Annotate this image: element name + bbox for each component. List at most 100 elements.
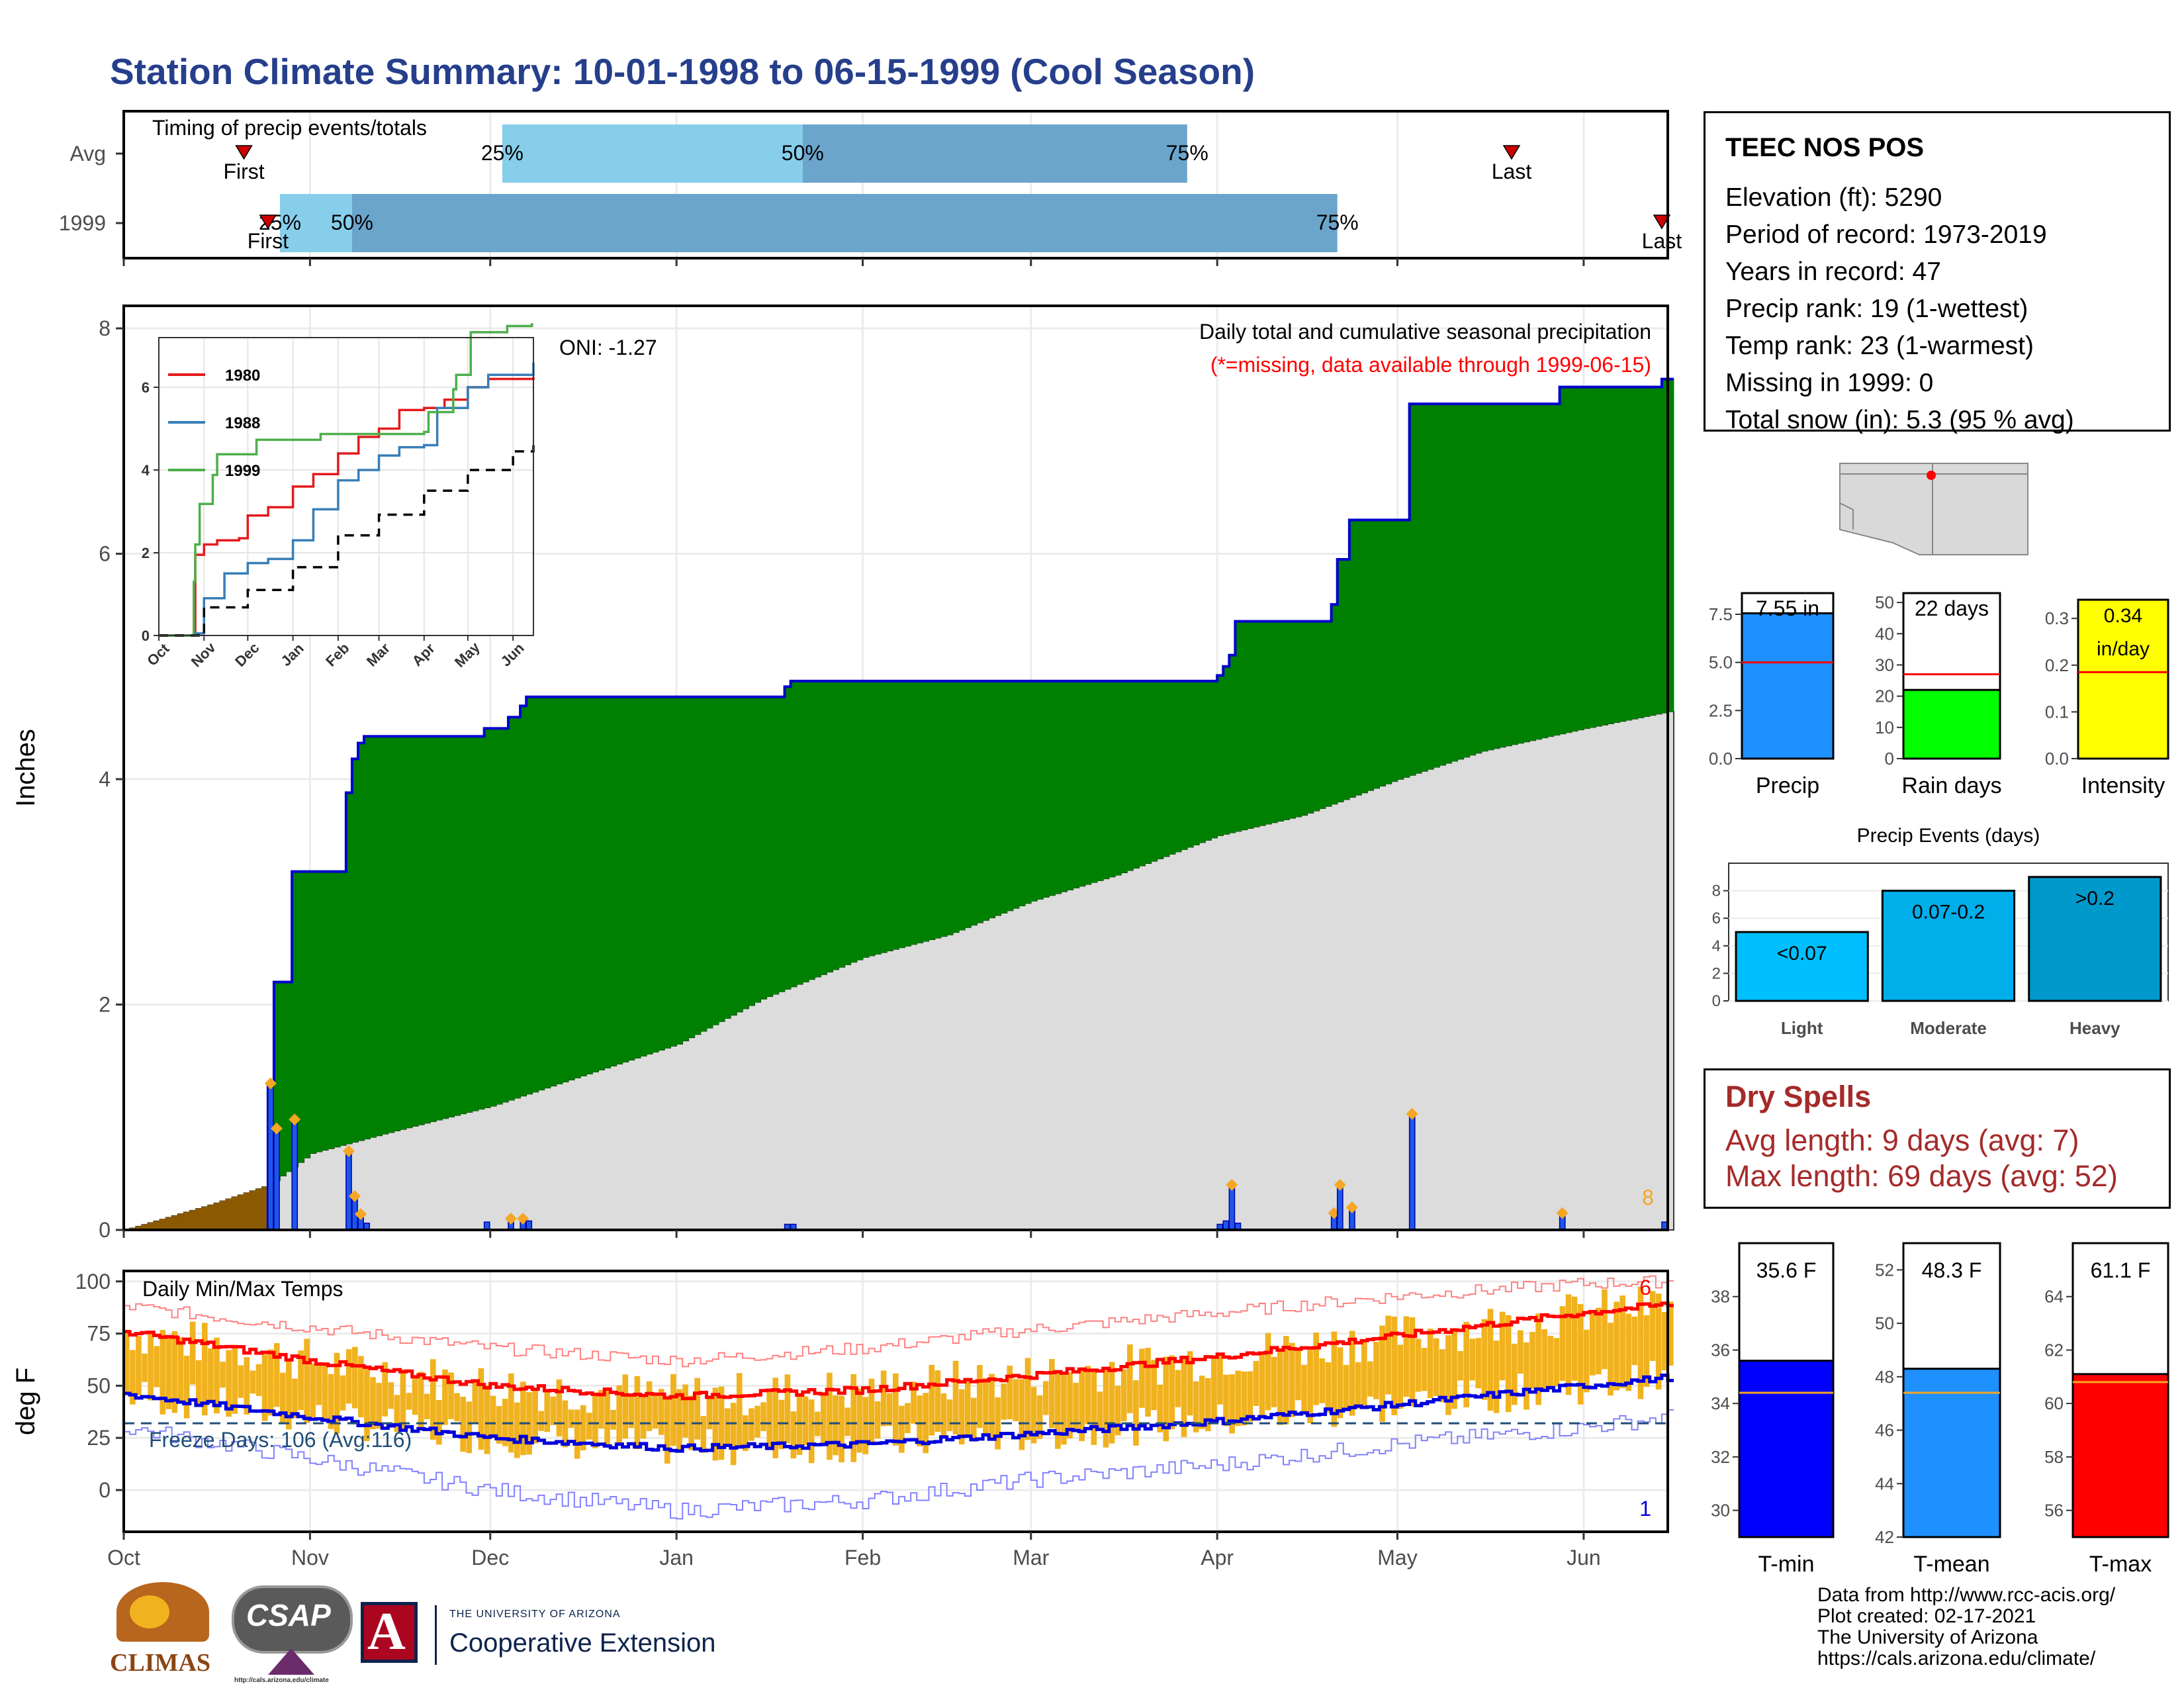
station-detail-line: Precip rank: 19 (1-wettest) — [1725, 295, 2028, 323]
daily-temp-bar — [1013, 1379, 1019, 1421]
daily-temp-bar — [1157, 1384, 1163, 1432]
daily-temp-bar — [1319, 1358, 1326, 1403]
daily-temp-bar — [261, 1354, 268, 1421]
events-bar-label: >0.2 — [2075, 888, 2115, 910]
daily-temp-bar — [1565, 1294, 1572, 1395]
daily-temp-bar — [652, 1392, 659, 1429]
daily-temp-bar — [538, 1411, 544, 1431]
daily-temp-bar — [1643, 1315, 1650, 1387]
temps-frame — [122, 1270, 1669, 1533]
dry-spells-avg: Avg length: 9 days (avg: 7) — [1725, 1123, 2079, 1157]
daily-precip-bar — [1408, 1113, 1416, 1231]
mini-bar-category: T-mean — [1913, 1552, 1989, 1577]
mini-bar-ytick-label: 44 — [1875, 1474, 1894, 1493]
daily-temp-bar — [1007, 1366, 1013, 1420]
daily-temp-bar — [1475, 1338, 1482, 1389]
daily-temp-bar — [808, 1399, 815, 1464]
precip-events-panel: Precip Events (days) 0 2 4 6 8 <0.07 Light 0.07-… — [1712, 825, 2169, 1038]
daily-temp-bar — [1493, 1340, 1500, 1413]
station-detail-line: Elevation (ft): 5290 — [1725, 183, 1942, 212]
daily-temp-bar — [1151, 1360, 1157, 1411]
mini-bar-ytick-label: 30 — [1711, 1501, 1730, 1521]
daily-temp-bar — [328, 1374, 334, 1429]
daily-temp-bar — [255, 1364, 262, 1396]
daily-temp-bar — [382, 1362, 388, 1417]
below-average-area — [129, 1186, 269, 1231]
daily-temp-bar — [1577, 1303, 1584, 1405]
daily-temp-bar — [1325, 1362, 1332, 1413]
daily-temp-bar — [911, 1382, 917, 1424]
daily-temp-bar — [1596, 1307, 1602, 1375]
daily-temp-bar — [562, 1400, 569, 1448]
timing-p25-label: 25% — [481, 141, 523, 165]
daily-temp-bar — [1019, 1379, 1025, 1450]
daily-temp-bar — [424, 1393, 430, 1419]
temps-panel: Freeze Days: 106 (Avg:116) Daily Min/Max … — [11, 1270, 1674, 1570]
daily-temp-bar — [1529, 1332, 1535, 1389]
daily-precip-marker-icon — [504, 1212, 517, 1225]
daily-temp-bar — [1036, 1395, 1043, 1439]
events-ytick-label: 8 — [1712, 882, 1721, 900]
mini-bar-ytick-label: 0.0 — [1709, 749, 1733, 769]
station-info-box: TEEC NOS POS Elevation (ft): 5290 Period … — [1704, 111, 2171, 434]
daily-temp-bar — [706, 1396, 713, 1430]
mini-bar-category: T-min — [1758, 1552, 1815, 1577]
events-ytick-label: 6 — [1712, 910, 1721, 927]
daily-temp-bar — [1073, 1383, 1079, 1430]
daily-temp-bar — [1524, 1342, 1529, 1410]
events-title: Precip Events (days) — [1857, 825, 2040, 847]
daily-temp-bar — [466, 1401, 473, 1454]
mini-bar-ytick-label: 38 — [1711, 1287, 1730, 1307]
daily-temp-bar — [1505, 1315, 1512, 1413]
daily-temp-bar — [1187, 1351, 1193, 1416]
climas-logo: CLIMAS — [110, 1582, 216, 1681]
daily-temp-bar — [754, 1405, 760, 1438]
temps-xtick-label: Nov — [291, 1546, 329, 1570]
daily-temp-bar — [304, 1338, 310, 1423]
events-ytick-label: 0 — [1712, 992, 1721, 1010]
daily-temp-bar — [749, 1408, 754, 1441]
daily-temp-bar — [286, 1359, 292, 1430]
daily-precip-bar — [525, 1220, 533, 1231]
daily-temp-bar — [772, 1378, 779, 1458]
daily-temp-bar — [1235, 1370, 1242, 1427]
daily-temp-bar — [130, 1350, 136, 1405]
daily-precip-marker-icon — [289, 1113, 301, 1126]
daily-temp-bar — [430, 1359, 436, 1440]
daily-temp-bar — [1307, 1350, 1313, 1423]
footer-line: The University of Arizona — [1817, 1626, 2038, 1648]
mini-bar-ytick-label: 0.3 — [2045, 608, 2069, 628]
daily-temp-bar — [1169, 1355, 1175, 1430]
temps-xtick-label: Apr — [1201, 1546, 1234, 1570]
daily-temp-bar — [1313, 1332, 1320, 1405]
daily-temp-bar — [1337, 1347, 1343, 1419]
daily-temp-bar — [995, 1397, 1001, 1450]
daily-temp-bar — [1619, 1295, 1626, 1388]
daily-temp-bar — [905, 1403, 911, 1433]
inset-series-line — [159, 377, 535, 637]
freeze-days-label: Freeze Days: 106 (Avg:116) — [149, 1428, 412, 1452]
daily-temp-bar — [418, 1372, 424, 1431]
temperature-bars-panel: 30 32 34 36 38 T-min 35.6 F 42 44 46 48 50 52 T-mean 4… — [1711, 1242, 2169, 1577]
daily-temp-bar — [1415, 1338, 1422, 1392]
daily-temp-bar — [508, 1373, 514, 1453]
mini-bar-category: Intensity — [2081, 773, 2165, 798]
mini-bar-ytick-label: 46 — [1875, 1421, 1894, 1440]
first-event-marker-icon — [235, 145, 253, 160]
inset-ytick-label: 4 — [142, 462, 150, 479]
daily-temp-bar — [220, 1362, 226, 1388]
daily-temp-bar — [1385, 1315, 1391, 1395]
daily-temp-bar — [316, 1364, 322, 1405]
timing-last-label: Last — [1492, 160, 1532, 183]
mini-bar-value — [2077, 598, 2169, 760]
daily-temp-bar — [839, 1395, 844, 1462]
timing-bar-25-50 — [502, 124, 803, 183]
precip-ytick-label: 4 — [99, 767, 111, 791]
daily-precip-marker-icon — [1406, 1107, 1418, 1120]
mini-bar-ytick-label: 58 — [2044, 1447, 2064, 1467]
daily-temp-bar — [694, 1378, 701, 1440]
daily-temp-bar — [634, 1376, 641, 1450]
inset-series-line — [159, 362, 535, 637]
